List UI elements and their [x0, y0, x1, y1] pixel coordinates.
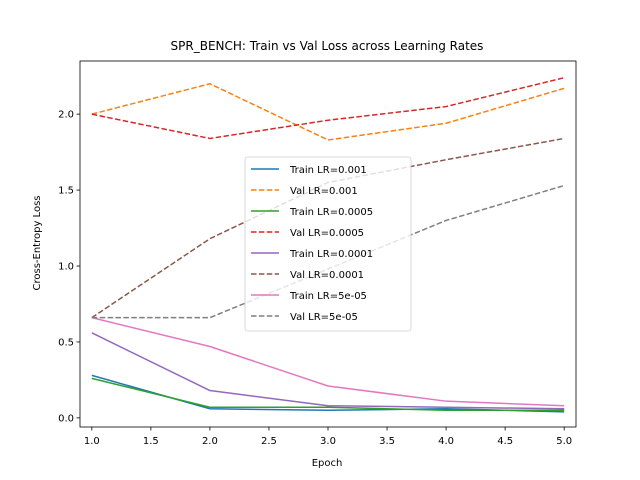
- x-tick-label: 3.5: [379, 436, 395, 447]
- x-axis-label: Epoch: [312, 458, 343, 469]
- legend-label: Val LR=5e-05: [290, 312, 358, 323]
- y-axis-label: Cross-Entropy Loss: [32, 196, 43, 291]
- legend-label: Train LR=0.0001: [289, 249, 373, 260]
- legend-label: Train LR=0.001: [289, 165, 367, 176]
- y-tick-label: 1.0: [58, 262, 74, 273]
- legend-box: [244, 156, 412, 332]
- y-tick-label: 1.5: [58, 186, 74, 197]
- series-line-3: [91, 377, 565, 412]
- series-line-2: [91, 83, 565, 141]
- x-tick-label: 3.0: [320, 436, 336, 447]
- x-tick-label: 5.0: [556, 436, 572, 447]
- legend-label: Train LR=5e-05: [289, 291, 367, 302]
- x-tick-label: 4.5: [497, 436, 513, 447]
- series-line-5: [91, 332, 565, 410]
- series-line-7: [91, 316, 565, 407]
- x-tick-label: 4.0: [438, 436, 454, 447]
- x-tick-label: 2.0: [202, 436, 218, 447]
- chart-title: SPR_BENCH: Train vs Val Loss across Lear…: [171, 39, 484, 53]
- x-tick-label: 1.0: [84, 436, 100, 447]
- legend-label: Val LR=0.001: [290, 186, 358, 197]
- legend-label: Train LR=0.0005: [289, 207, 373, 218]
- legend-label: Val LR=0.0005: [290, 228, 364, 239]
- y-tick-label: 0.0: [58, 413, 74, 424]
- y-tick-label: 0.5: [58, 337, 74, 348]
- legend: Train LR=0.001 Val LR=0.001 Train LR=0.000…: [244, 156, 412, 332]
- x-tick-label: 1.5: [143, 436, 159, 447]
- x-tick-label: 2.5: [261, 436, 277, 447]
- legend-label: Val LR=0.0001: [290, 270, 364, 281]
- y-tick-label: 2.0: [58, 110, 74, 121]
- series-line-4: [91, 76, 565, 140]
